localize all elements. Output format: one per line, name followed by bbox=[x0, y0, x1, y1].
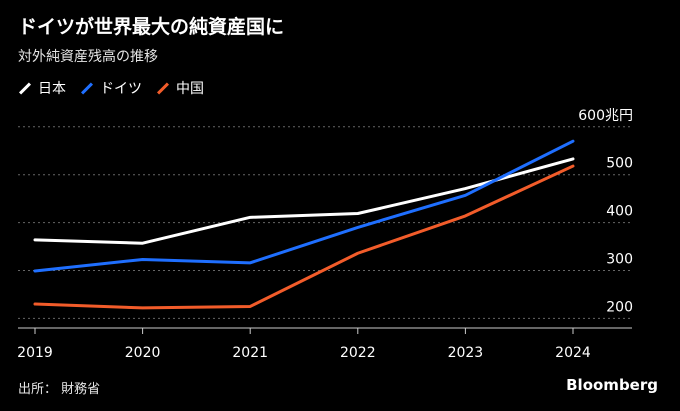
series-line-1 bbox=[33, 139, 575, 273]
x-tick-label: 2024 bbox=[555, 345, 591, 361]
series-line-2 bbox=[33, 164, 575, 310]
legend-label-japan: 日本 bbox=[38, 81, 66, 97]
y-tick-label: 600兆円 bbox=[578, 108, 633, 124]
legend-item-china: 中国 bbox=[156, 78, 204, 98]
series-line-0 bbox=[33, 157, 575, 245]
x-tick-label: 2020 bbox=[125, 345, 161, 361]
legend-item-germany: ドイツ bbox=[80, 78, 142, 98]
chart-title: ドイツが世界最大の純資産国に bbox=[18, 16, 285, 38]
brand-logo: Bloomberg bbox=[566, 376, 658, 394]
x-tick-label: 2023 bbox=[448, 345, 484, 361]
y-tick-label: 300 bbox=[606, 252, 633, 268]
x-tick-label: 2021 bbox=[232, 345, 268, 361]
legend-item-japan: 日本 bbox=[18, 78, 66, 98]
y-tick-label: 400 bbox=[606, 204, 633, 220]
x-tick-label: 2019 bbox=[17, 345, 53, 361]
source-note: 出所： 財務省 bbox=[18, 382, 101, 397]
chart-subtitle: 対外純資産残高の推移 bbox=[18, 49, 158, 65]
y-tick-label: 200 bbox=[606, 299, 633, 315]
legend-label-china: 中国 bbox=[176, 81, 204, 97]
legend: 日本 ドイツ 中国 bbox=[18, 78, 204, 98]
y-tick-label: 500 bbox=[606, 156, 633, 172]
x-tick-label: 2022 bbox=[340, 345, 376, 361]
legend-label-germany: ドイツ bbox=[100, 81, 142, 97]
